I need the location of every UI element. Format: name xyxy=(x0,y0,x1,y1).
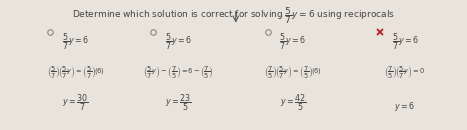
Text: $\dfrac{5}{7}y=6$: $\dfrac{5}{7}y=6$ xyxy=(62,32,89,52)
Text: $\left(\dfrac{5}{7}\right)\!\left(\dfrac{5}{7}y\right)=\left(\dfrac{5}{7}\right): $\left(\dfrac{5}{7}\right)\!\left(\dfrac… xyxy=(47,65,105,81)
Text: $\dfrac{5}{7}y=6$: $\dfrac{5}{7}y=6$ xyxy=(165,32,192,52)
Text: $y=\dfrac{42}{5}$: $y=\dfrac{42}{5}$ xyxy=(280,93,306,113)
Text: $y=6$: $y=6$ xyxy=(395,100,416,113)
Text: $\dfrac{5}{7}y=6$: $\dfrac{5}{7}y=6$ xyxy=(391,32,419,52)
Text: $\dfrac{5}{7}y=6$: $\dfrac{5}{7}y=6$ xyxy=(279,32,306,52)
Text: $\left(\dfrac{7}{5}\right)\!\left(\dfrac{5}{7}y\right)=0$: $\left(\dfrac{7}{5}\right)\!\left(\dfrac… xyxy=(384,65,426,81)
Text: $y=\dfrac{30}{7}$: $y=\dfrac{30}{7}$ xyxy=(62,93,89,113)
Text: $\left(\dfrac{5}{7}y\right)-\left(\dfrac{7}{5}\right)=6-\left(\dfrac{7}{5}\right: $\left(\dfrac{5}{7}y\right)-\left(\dfrac… xyxy=(143,65,214,81)
Text: $y=\dfrac{23}{5}$: $y=\dfrac{23}{5}$ xyxy=(165,93,192,113)
Text: Determine which solution is correct for solving $\dfrac{5}{7}y=6$ using reciproc: Determine which solution is correct for … xyxy=(72,5,395,26)
Text: $\left(\dfrac{7}{5}\right)\!\left(\dfrac{5}{7}y\right)=\left(\dfrac{7}{5}\right): $\left(\dfrac{7}{5}\right)\!\left(\dfrac… xyxy=(264,65,322,81)
